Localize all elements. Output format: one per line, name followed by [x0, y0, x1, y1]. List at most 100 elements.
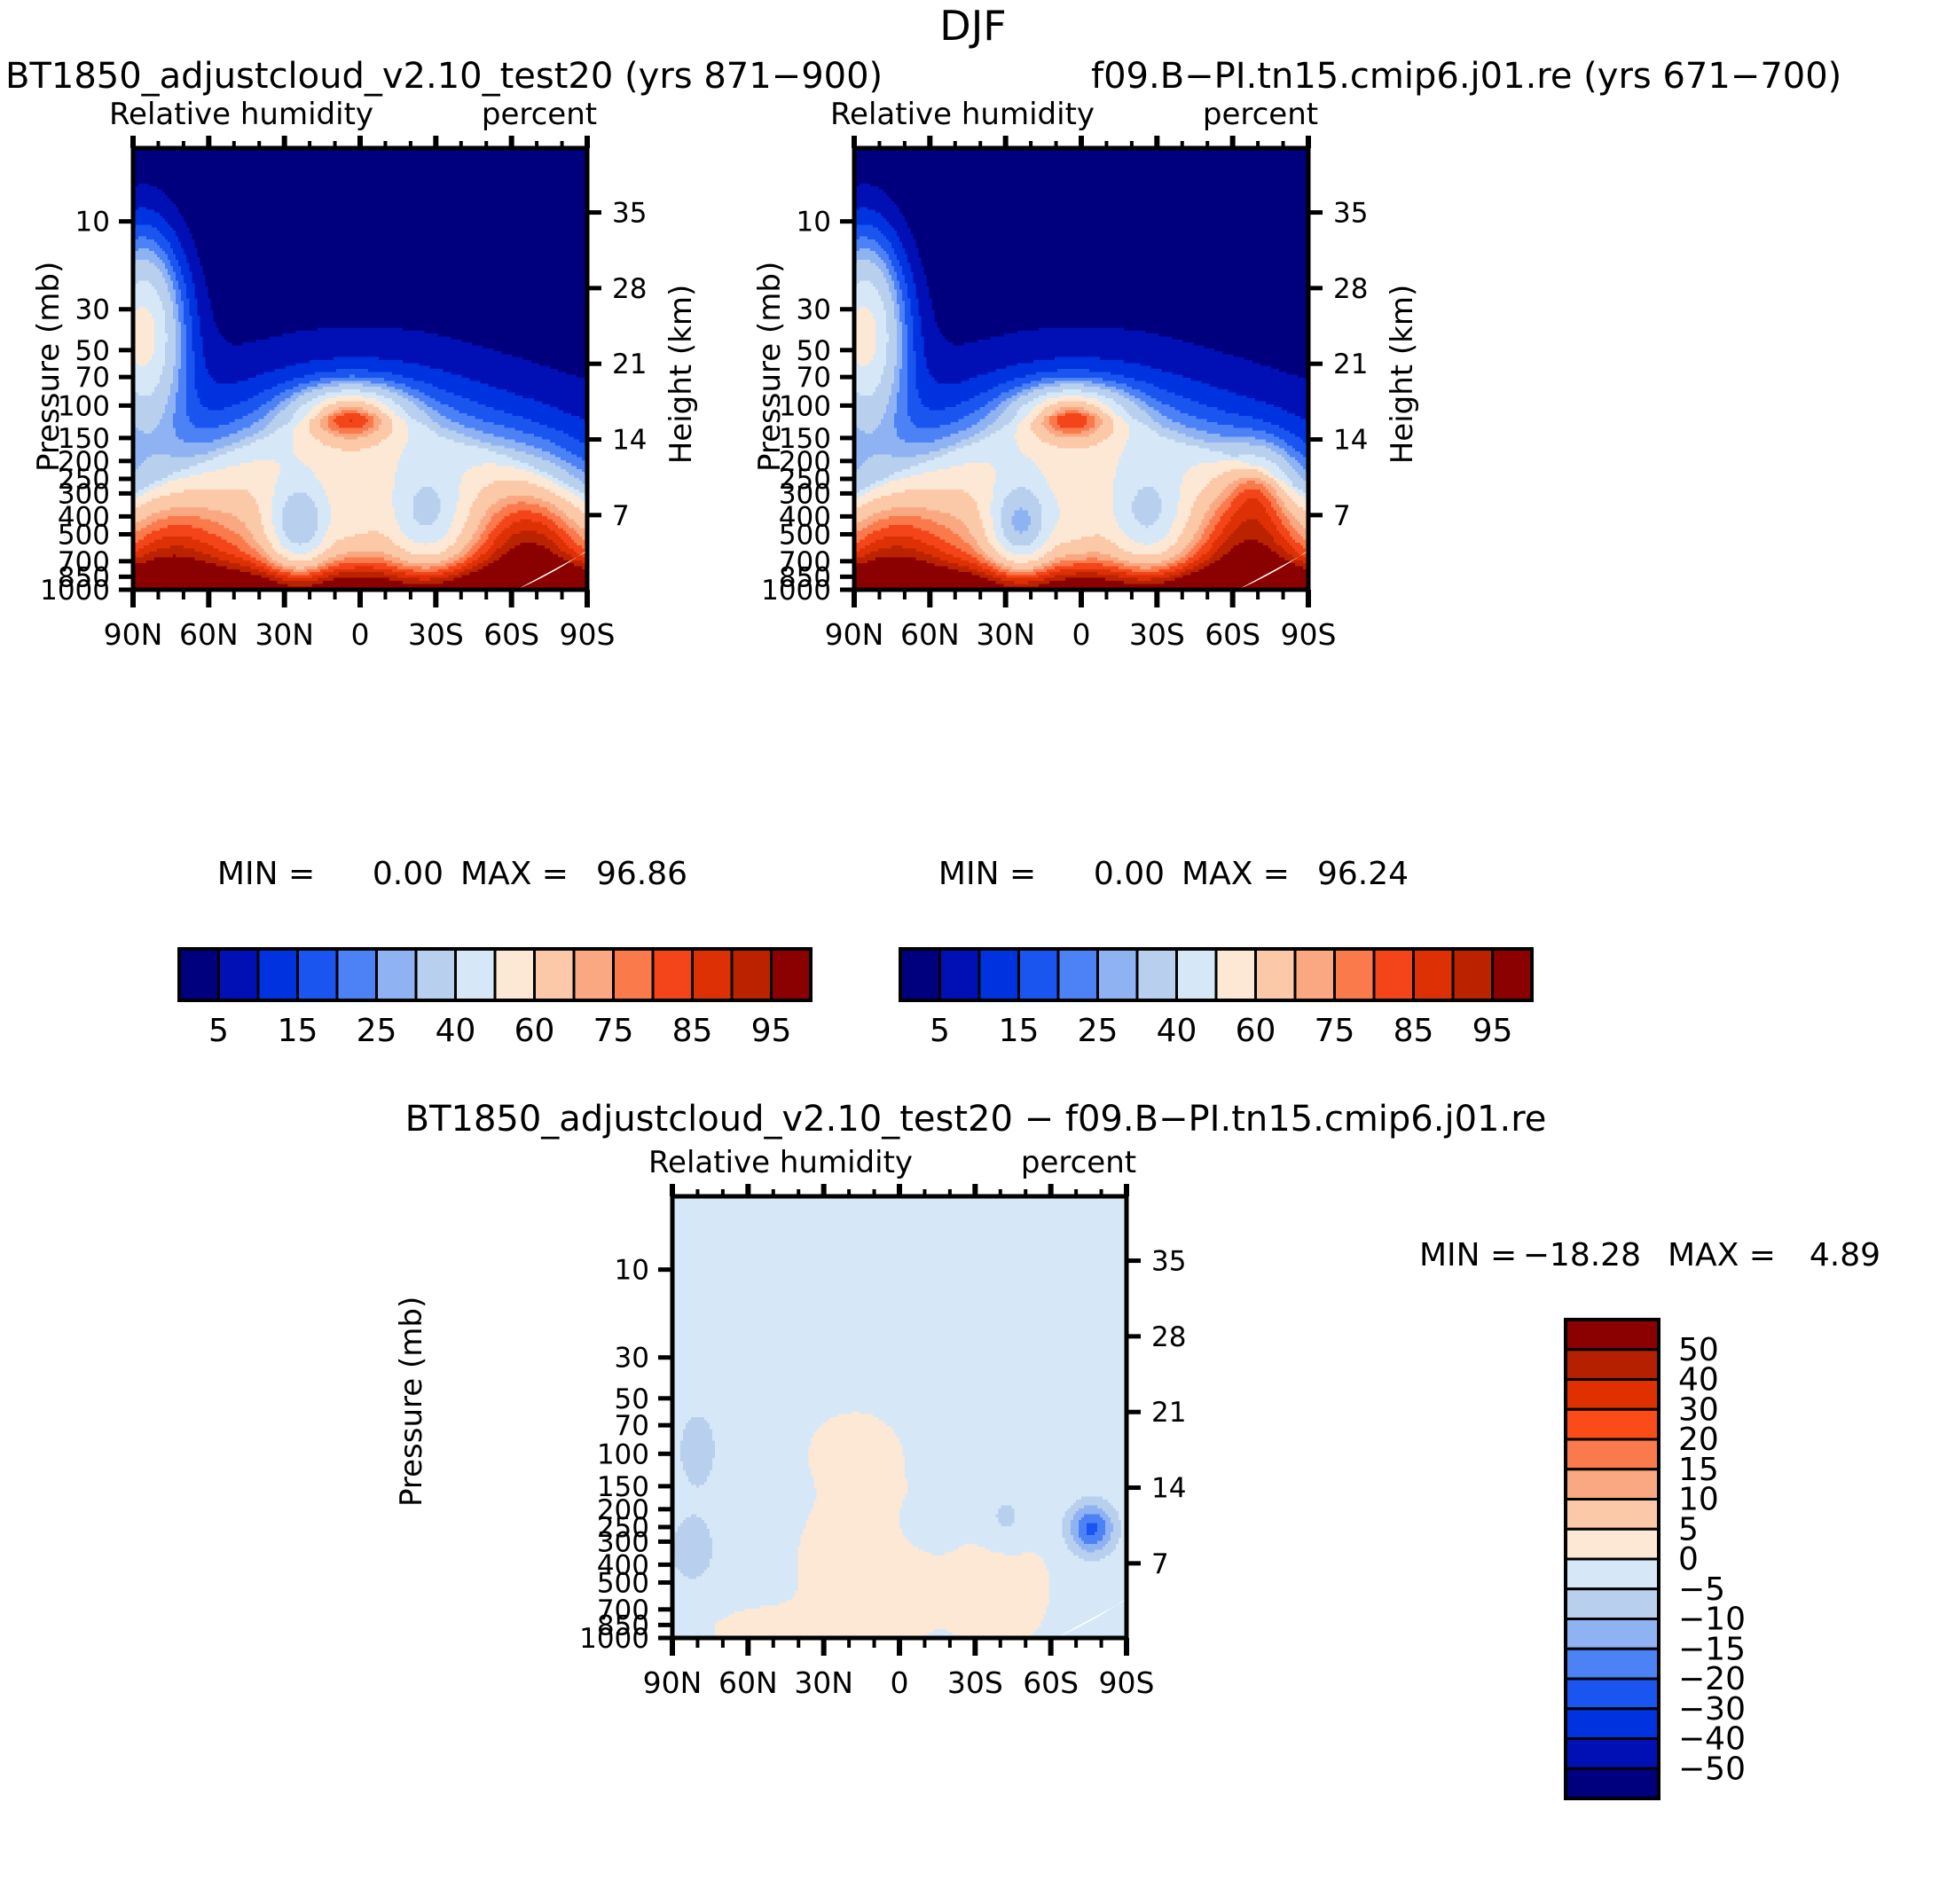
colorbar-cell: [1564, 1348, 1660, 1381]
latitude-tick-label: 30S: [1129, 617, 1185, 652]
colorbar-tick-label: 0: [1678, 1541, 1699, 1578]
pressure-tick-label: 100: [597, 1438, 649, 1470]
height-tick-label: 35: [612, 198, 647, 230]
height-tick-label: 35: [1151, 1246, 1186, 1278]
panel-title-top-left: BT1850_adjustcloud_v2.10_test20 (yrs 871…: [5, 56, 883, 97]
pressure-tick-label: 500: [597, 1567, 649, 1599]
pressure-tick-label: 70: [75, 362, 110, 394]
colorbar-cell: [1564, 1557, 1660, 1591]
plot-difference: 1030507010015020025030040050070085010009…: [579, 1184, 1186, 1700]
colorbar-tick-label: −50: [1678, 1751, 1746, 1787]
colorbar-cell: [1451, 947, 1494, 1002]
min-label-top-left: MIN =: [216, 856, 316, 892]
colorbar-cell: [1564, 1647, 1660, 1681]
latitude-tick-label: 30N: [255, 617, 314, 652]
min-value-top-left: 0.00: [372, 856, 444, 892]
colorbar-tick-label: 5: [1678, 1511, 1699, 1547]
pressure-tick-label: 200: [779, 446, 831, 478]
pressure-tick-label: 30: [75, 294, 110, 326]
pressure-tick-label: 200: [597, 1494, 649, 1526]
max-value-top-left: 96.86: [595, 856, 687, 892]
colorbar-tick-label: 25: [1078, 1013, 1119, 1049]
colorbar-cell: [1564, 1707, 1660, 1740]
pressure-tick-label: 700: [58, 546, 110, 578]
panel-title-top-right: f09.B−PI.tn15.cmip6.j01.re (yrs 671−700): [1091, 56, 1842, 97]
colorbar-cell: [1214, 947, 1257, 1002]
pressure-tick-label: 400: [597, 1549, 649, 1581]
colorbar-cell: [454, 947, 497, 1002]
colorbar-tick-label: −20: [1678, 1661, 1746, 1697]
latitude-tick-label: 60N: [179, 617, 239, 652]
latitude-tick-label: 0: [891, 1665, 909, 1700]
panel-units-label-difference: percent: [1020, 1145, 1137, 1180]
colorbar-cell: [1564, 1498, 1660, 1531]
latitude-tick-label: 30N: [794, 1665, 853, 1700]
colorbar-cell: [256, 947, 299, 1002]
latitude-tick-label: 30S: [408, 617, 464, 652]
max-value-difference: 4.89: [1809, 1237, 1880, 1273]
colorbar-tick-label: 60: [1236, 1013, 1276, 1049]
colorbar-tick-label: 40: [1678, 1362, 1719, 1399]
height-tick-label: 21: [1333, 349, 1368, 380]
plot-top-left: 1030507010015020025030040050070085010009…: [40, 136, 647, 652]
pressure-tick-label: 250: [597, 1512, 649, 1544]
figure-season-title: DJF: [939, 2, 1007, 50]
pressure-tick-label: 70: [615, 1410, 649, 1442]
height-tick-label: 7: [1333, 500, 1351, 532]
pressure-tick-label: 850: [58, 561, 110, 593]
pressure-tick-label: 250: [58, 464, 110, 496]
colorbar-cell: [938, 947, 981, 1002]
panel-variable-label-top-right: Relative humidity: [829, 97, 1095, 132]
height-tick-label: 7: [1151, 1548, 1169, 1580]
colorbar-tick-label: 60: [514, 1013, 555, 1049]
colorbar-tick-label: 75: [1315, 1013, 1355, 1049]
colorbar-tick-label: 25: [357, 1013, 397, 1049]
axes: 1030507010015020025030040050070085010009…: [579, 1184, 1186, 1700]
max-label-top-left: MAX =: [460, 856, 569, 892]
height-tick-label: 35: [1333, 198, 1368, 230]
latitude-tick-label: 60S: [483, 617, 539, 652]
pressure-tick-label: 150: [779, 423, 831, 455]
colorbar-cell: [1491, 947, 1534, 1002]
colorbar-cell: [977, 947, 1020, 1002]
y-axis-title-difference: Pressure (mb): [394, 1296, 429, 1507]
pressure-tick-label: 1000: [40, 575, 110, 607]
max-value-top-right: 96.24: [1316, 856, 1409, 892]
latitude-tick-label: 90S: [1099, 1665, 1155, 1700]
pressure-tick-label: 100: [779, 390, 831, 422]
pressure-tick-label: 700: [597, 1595, 649, 1626]
pressure-tick-label: 850: [779, 561, 831, 593]
colorbar-tick-label: −15: [1678, 1631, 1746, 1667]
latitude-tick-label: 60S: [1023, 1665, 1079, 1700]
colorbar-cell: [1412, 947, 1455, 1002]
pressure-tick-label: 250: [779, 464, 831, 496]
latitude-tick-label: 60S: [1205, 617, 1260, 652]
pressure-tick-label: 300: [58, 478, 110, 510]
colorbar-cell: [1564, 1468, 1660, 1500]
colorbar-top-left: 5 15 25 40 60 75 85 95: [177, 947, 813, 1049]
terrain-mask: [516, 551, 587, 590]
colorbar-cell: [691, 947, 734, 1002]
colorbar-cell: [1564, 1407, 1660, 1441]
contour-fill: [672, 1196, 1127, 1638]
colorbar-cell: [1096, 947, 1139, 1002]
colorbar-tick-label: 15: [1678, 1452, 1719, 1488]
colorbar-cell: [572, 947, 615, 1002]
colorbar-tick-label: 75: [593, 1013, 634, 1049]
pressure-tick-label: 100: [58, 390, 110, 422]
colorbar-cell: [1293, 947, 1336, 1002]
colorbar-tick-label: 10: [1678, 1482, 1719, 1518]
latitude-tick-label: 30N: [976, 617, 1035, 652]
colorbar-cell: [1564, 1767, 1660, 1800]
min-value-difference: −18.28: [1522, 1237, 1641, 1273]
height-tick-label: 14: [612, 425, 647, 457]
max-label-difference: MAX =: [1668, 1237, 1776, 1273]
colorbar-cell: [296, 947, 339, 1002]
colorbar-tick-label: 95: [1472, 1013, 1513, 1049]
colorbar-cell: [493, 947, 536, 1002]
panel-variable-label-difference: Relative humidity: [648, 1145, 914, 1180]
colorbar-cell: [335, 947, 378, 1002]
colorbar-tick-label: 85: [1394, 1013, 1434, 1049]
pressure-tick-label: 10: [75, 207, 110, 239]
